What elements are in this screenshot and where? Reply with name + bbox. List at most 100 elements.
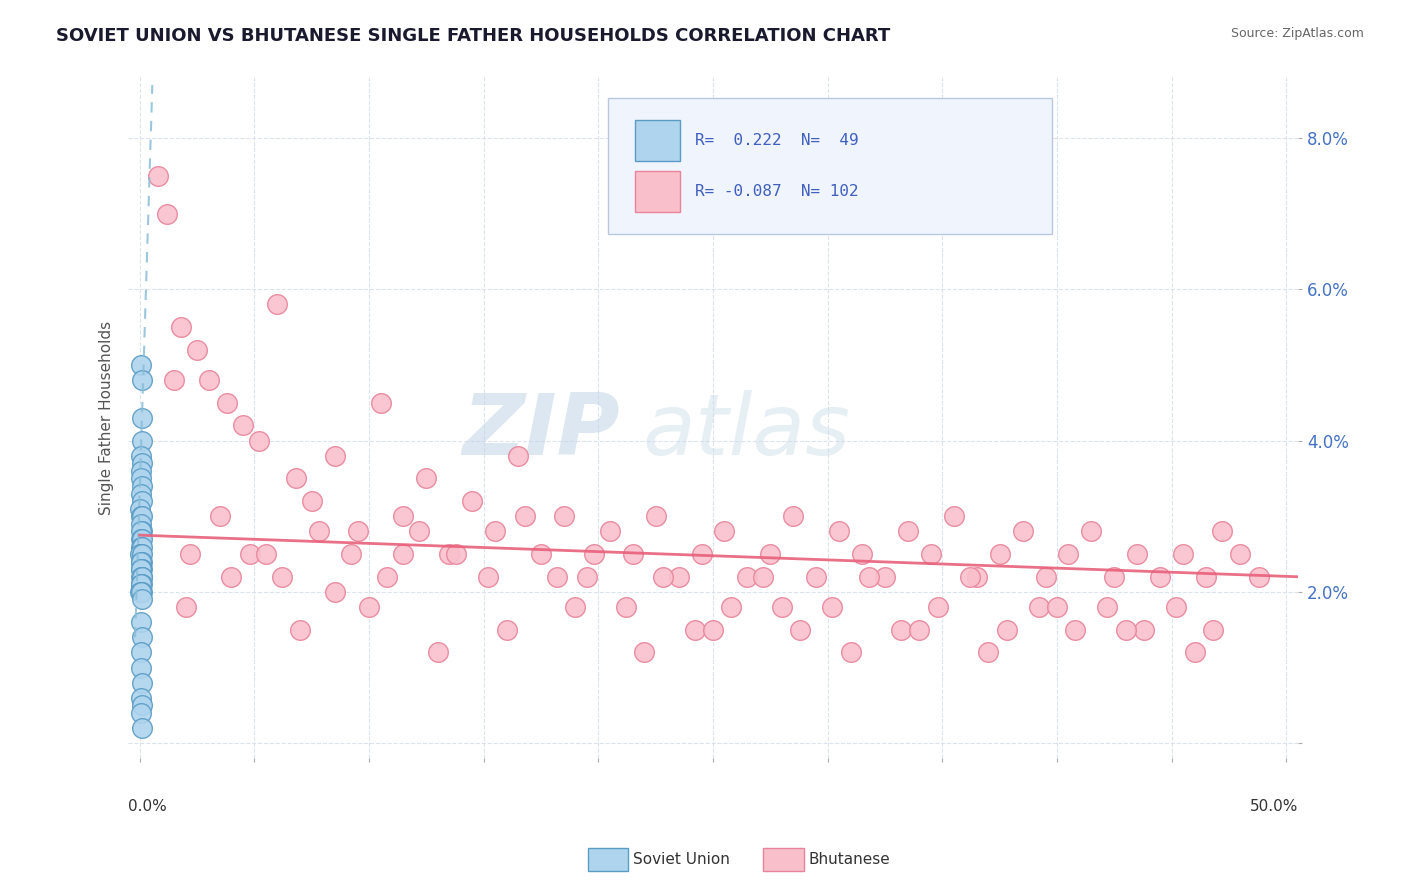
Point [131,585,153,599]
Point [129,555,152,569]
Point [821,600,844,615]
Point [1202,623,1225,637]
Point [1080,524,1102,539]
Point [461,494,484,508]
Point [290,623,312,637]
Point [221,570,243,584]
Point [129,509,152,524]
Point [129,547,152,561]
Point [129,570,152,584]
Point [129,524,152,539]
Point [873,570,896,584]
Point [129,585,152,599]
Text: atlas: atlas [643,390,851,473]
Point [131,562,153,576]
Point [131,532,153,546]
Point [131,547,153,561]
Point [156,206,179,220]
Point [131,577,153,591]
Point [308,524,330,539]
Point [977,645,1000,659]
Text: Bhutanese: Bhutanese [808,853,890,867]
Text: R= -0.087  N= 102: R= -0.087 N= 102 [696,185,859,199]
Point [959,570,981,584]
Point [690,547,713,561]
FancyBboxPatch shape [634,171,681,211]
Point [782,509,804,524]
Point [408,524,430,539]
Point [131,570,153,584]
Text: Soviet Union: Soviet Union [633,853,730,867]
Point [131,479,153,493]
Point [851,547,873,561]
Point [129,690,152,705]
Point [599,524,621,539]
Point [129,540,152,554]
Point [392,547,415,561]
Y-axis label: Single Father Households: Single Father Households [100,321,114,515]
Text: SOVIET UNION VS BHUTANESE SINGLE FATHER HOUSEHOLDS CORRELATION CHART: SOVIET UNION VS BHUTANESE SINGLE FATHER … [56,27,890,45]
Text: Source: ZipAtlas.com: Source: ZipAtlas.com [1230,27,1364,40]
Point [1171,547,1194,561]
Point [575,570,598,584]
Point [357,600,380,615]
Point [1229,547,1251,561]
Point [131,592,153,607]
Point [1046,600,1069,615]
Point [1247,570,1270,584]
Point [174,600,197,615]
Point [683,623,706,637]
Point [546,570,568,584]
Point [713,524,735,539]
Point [439,547,461,561]
Point [146,169,169,183]
Point [651,570,673,584]
Point [301,494,323,508]
Point [179,547,201,561]
Point [858,570,880,584]
Point [131,509,153,524]
Point [553,509,575,524]
Point [633,645,655,659]
Point [131,698,153,713]
Point [208,509,231,524]
Point [131,630,153,644]
Text: 0.0%: 0.0% [128,799,167,814]
Point [621,547,644,561]
Point [759,547,782,561]
Point [129,577,152,591]
Point [1184,645,1206,659]
Point [1126,547,1149,561]
Point [215,396,238,410]
Point [966,570,988,584]
Point [908,623,931,637]
Point [1115,623,1137,637]
Point [1133,623,1156,637]
Point [370,396,392,410]
Point [129,532,152,546]
Text: ZIP: ZIP [461,390,620,473]
Point [346,524,368,539]
Point [702,623,724,637]
Point [495,623,517,637]
Point [247,434,270,448]
Point [131,410,153,425]
Point [131,562,153,576]
Point [582,547,605,561]
Point [129,585,152,599]
Point [1195,570,1218,584]
Point [197,373,219,387]
Point [1064,623,1087,637]
Point [131,540,153,554]
Text: 50.0%: 50.0% [1250,799,1298,814]
Point [426,645,449,659]
Point [1011,524,1033,539]
Point [1057,547,1080,561]
Point [806,570,828,584]
Point [668,570,690,584]
Point [752,570,775,584]
Point [920,547,942,561]
Point [131,555,153,569]
Point [444,547,467,561]
Point [186,343,208,357]
